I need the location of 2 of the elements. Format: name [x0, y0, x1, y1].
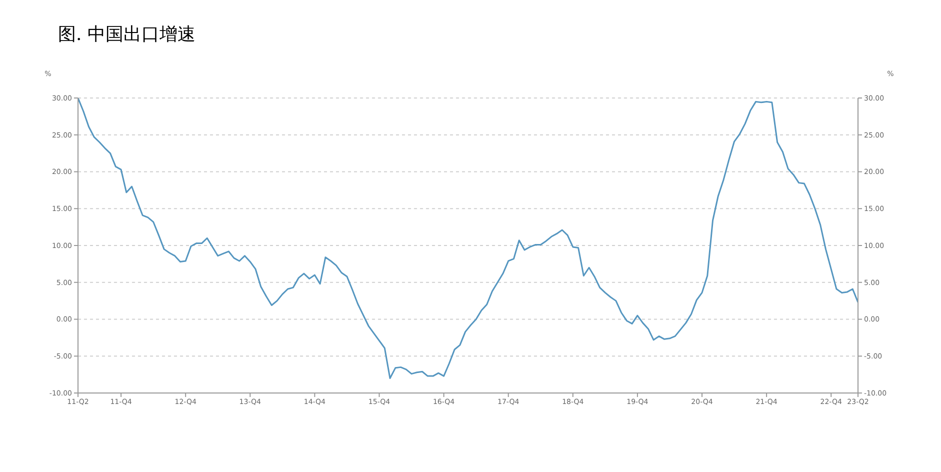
line-series [78, 98, 858, 379]
chart-title: 图. 中国出口增速 [58, 23, 196, 46]
